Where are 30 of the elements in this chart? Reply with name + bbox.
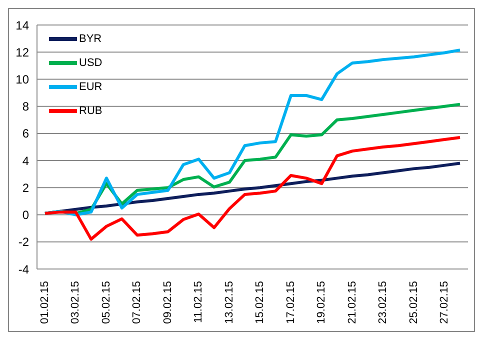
x-tick-label: 15.02.15 (254, 281, 266, 324)
y-tick-label: 10 (16, 72, 30, 86)
legend-label: BYR (79, 33, 102, 45)
x-tick-label: 07.02.15 (131, 281, 144, 324)
x-tick-label: 21.02.15 (346, 281, 358, 324)
line-series (44, 48, 462, 216)
legend-label: USD (79, 57, 102, 69)
y-tick-label: 14 (16, 18, 30, 32)
x-tick-label: 19.02.15 (316, 281, 328, 324)
x-tick-label: 01.02.15 (39, 281, 51, 324)
x-tick-label: 25.02.15 (408, 281, 420, 324)
y-tick-label: 6 (22, 126, 30, 141)
y-tick-label: 2 (22, 180, 30, 195)
x-tick-label: 23.02.15 (377, 281, 390, 324)
y-tick-label: -4 (18, 262, 30, 276)
line-series (44, 136, 462, 241)
legend-label: EUR (79, 81, 102, 93)
legend-label: RUB (79, 105, 102, 117)
x-tick-label: 17.02.15 (284, 281, 297, 324)
y-tick-label: 8 (22, 100, 30, 114)
y-tick-label: 12 (16, 45, 30, 60)
y-tick-label: 4 (22, 154, 30, 168)
x-tick-label: 27.02.15 (438, 281, 451, 324)
x-tick-label: 09.02.15 (162, 281, 174, 324)
x-tick-label: 03.02.15 (70, 281, 82, 324)
y-tick-label: -2 (18, 235, 30, 250)
y-tick-label: 0 (22, 208, 30, 222)
x-tick-label: 11.02.15 (192, 281, 205, 324)
x-tick-label: 13.02.15 (223, 281, 236, 324)
x-tick-label: 05.02.15 (100, 281, 112, 324)
